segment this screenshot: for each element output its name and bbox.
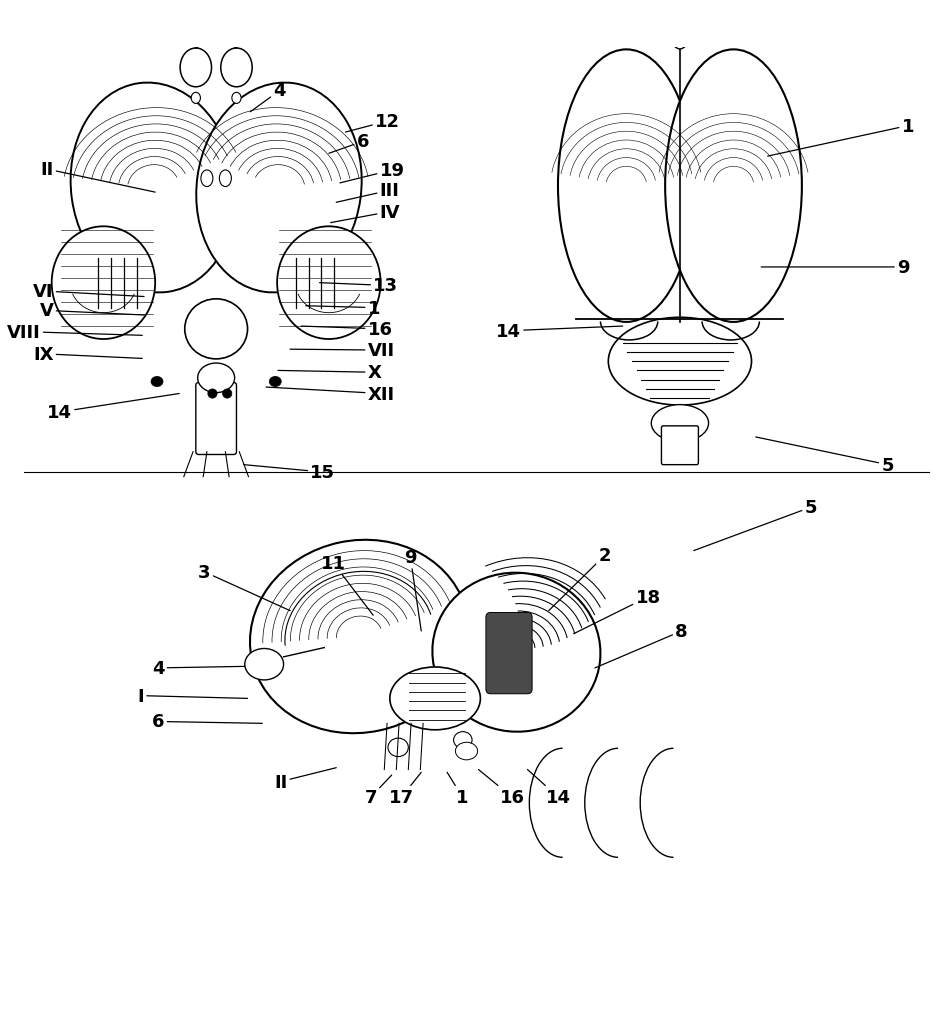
Ellipse shape [185,300,247,360]
Text: 4: 4 [152,659,262,678]
Ellipse shape [196,84,362,293]
Text: 11: 11 [321,554,373,615]
Ellipse shape [608,318,751,406]
FancyBboxPatch shape [486,612,532,694]
Text: IX: IX [33,345,142,364]
Text: V: V [39,302,144,320]
Text: III: III [337,182,400,203]
Ellipse shape [180,49,212,88]
Text: 5: 5 [694,498,817,551]
Text: 6: 6 [152,713,262,731]
Text: 18: 18 [573,588,661,634]
Ellipse shape [197,364,235,393]
Text: 3: 3 [198,564,290,611]
Text: 2: 2 [549,546,611,611]
FancyBboxPatch shape [196,383,237,455]
Ellipse shape [390,667,480,730]
Text: 1: 1 [306,300,380,317]
Ellipse shape [232,94,241,104]
Ellipse shape [151,377,163,387]
Text: 14: 14 [527,769,571,806]
Ellipse shape [244,649,284,681]
Ellipse shape [269,377,281,387]
Text: IV: IV [331,204,400,223]
Text: 16: 16 [301,321,393,338]
Text: 15: 15 [243,464,336,482]
Ellipse shape [223,389,232,398]
Text: 4: 4 [250,83,286,113]
Ellipse shape [388,739,408,757]
Text: 6: 6 [329,133,369,154]
Text: II: II [40,161,155,193]
Text: 12: 12 [346,113,400,132]
Text: I: I [137,687,247,705]
Text: VIII: VIII [7,323,142,341]
Ellipse shape [432,573,601,732]
Text: VI: VI [33,282,144,301]
Text: 14: 14 [47,394,180,422]
Ellipse shape [70,84,236,293]
Ellipse shape [45,37,387,420]
Text: 14: 14 [496,322,622,340]
Text: 17: 17 [389,772,421,806]
Ellipse shape [191,94,200,104]
Text: 8: 8 [595,623,688,668]
Text: 13: 13 [320,277,399,296]
Ellipse shape [558,50,695,323]
Text: 9: 9 [404,548,421,632]
Text: 16: 16 [478,769,525,806]
Text: X: X [278,364,382,382]
Ellipse shape [454,732,472,749]
Ellipse shape [208,389,217,398]
Text: 7: 7 [365,775,392,806]
Ellipse shape [250,540,469,734]
Ellipse shape [672,32,687,50]
Ellipse shape [651,406,709,442]
Ellipse shape [201,171,213,187]
Text: XII: XII [266,385,395,404]
Ellipse shape [277,227,381,339]
Text: VII: VII [290,341,395,360]
Ellipse shape [52,227,155,339]
Ellipse shape [221,49,252,88]
Text: 19: 19 [340,162,404,183]
Ellipse shape [537,36,823,377]
Text: 5: 5 [756,437,894,474]
FancyBboxPatch shape [662,426,698,466]
Ellipse shape [219,171,231,187]
Text: 9: 9 [761,259,910,277]
Text: II: II [274,768,337,791]
Text: 1: 1 [447,772,469,806]
Text: 1: 1 [768,117,915,157]
Ellipse shape [455,743,478,760]
Ellipse shape [666,50,802,323]
